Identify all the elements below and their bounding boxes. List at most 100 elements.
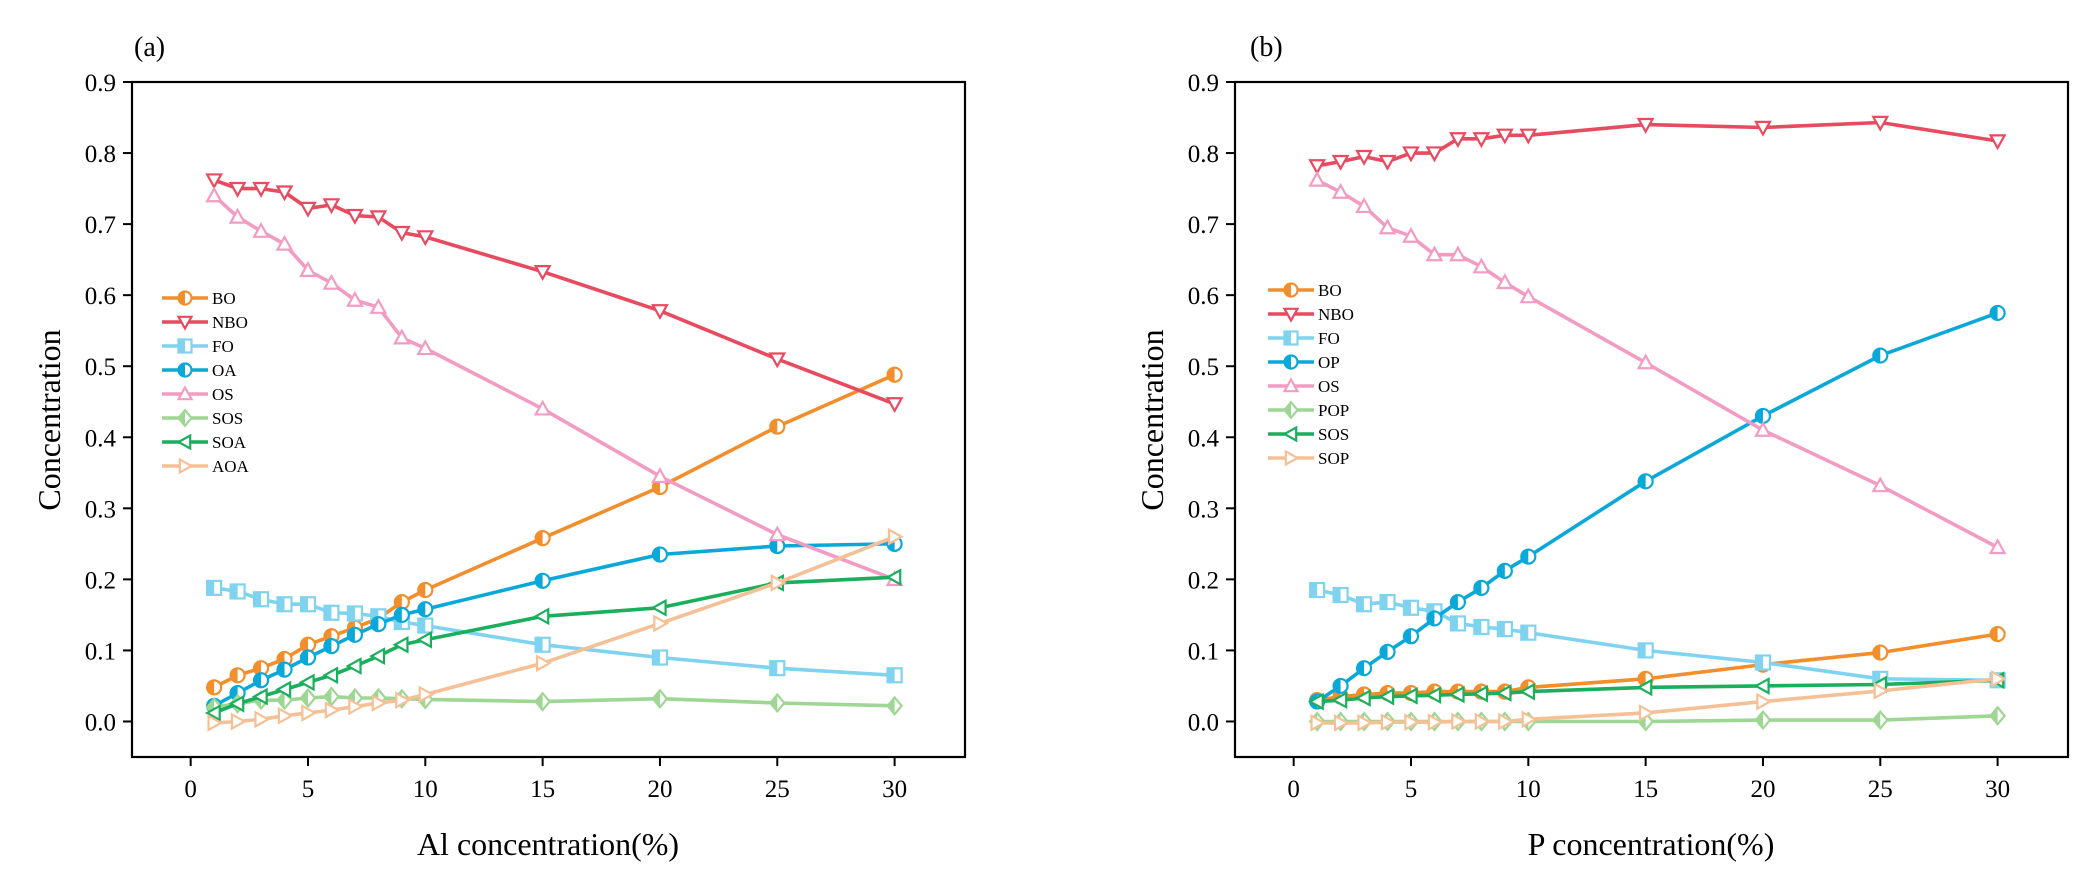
series-op-b [1309,304,2006,710]
data-point-os-a [651,467,669,484]
data-point-aoa-a [301,704,318,722]
data-point-soa-a [322,666,339,685]
data-point-sop-b [1498,712,1515,731]
x-tick-label-b: 25 [1868,776,1893,803]
data-point-nbo-a [322,198,341,215]
data-point-bo-b [1989,625,2006,643]
y-tick-label-b: 0.5 [1188,354,1219,381]
x-tick-label-b: 5 [1405,776,1418,803]
x-tick-label-b: 10 [1516,776,1541,803]
legend-item-soa-a: SOA [162,433,247,452]
legend-marker-pop-b [1283,400,1299,420]
y-tick-label-b: 0.6 [1188,283,1219,310]
data-point-bo-b [1872,644,1889,661]
data-point-sos-b [1354,689,1371,707]
x-axis-label-a: Al concentration(%) [417,826,679,862]
data-point-sop-b [1380,713,1397,732]
y-tick-label-b: 0.9 [1188,70,1219,97]
data-point-soa-a [885,568,902,587]
data-point-fo-b [1520,624,1537,641]
data-point-nbo-a [252,181,270,198]
data-point-oa-a [252,672,270,689]
data-point-nbo-a [346,208,364,225]
legend-label-b: NBO [1318,305,1354,324]
legend-marker-sos-a [177,408,193,428]
legend-item-sos-a: SOS [162,408,243,428]
data-point-aoa-a [887,527,904,546]
legend-label-a: AOA [212,457,250,476]
data-point-aoa-a [770,574,787,592]
y-tick-label-a: 0.4 [85,425,117,452]
data-point-sos-b [1307,692,1324,711]
data-point-os-b [1402,226,1420,243]
data-point-os-b [1988,538,2007,555]
data-point-oa-a [417,601,434,618]
data-point-fo-b [1309,581,1326,599]
data-point-oa-a [276,661,293,678]
data-point-sos-b [1495,684,1512,702]
data-point-nbo-b [1988,134,2007,151]
data-point-nbo-b [1355,149,1373,166]
data-point-os-b [1871,476,1890,493]
x-tick-label-a: 15 [530,776,555,803]
data-point-fo-a [299,596,317,613]
data-point-soa-a [228,694,245,713]
legend-label-a: SOA [212,433,247,452]
data-point-sos-b [1425,686,1442,705]
data-point-os-a [346,290,364,307]
data-point-soa-a [251,687,268,706]
data-point-os-b [1472,257,1491,274]
data-point-sop-b [1990,669,2007,688]
data-point-soa-a [345,657,362,675]
y-tick-label-a: 0.0 [85,709,116,736]
y-tick-label-b: 0.2 [1188,567,1219,594]
data-point-bo-a [769,418,786,435]
data-point-os-a [768,525,787,542]
y-tick-label-a: 0.3 [85,496,116,523]
data-point-os-a [416,339,435,356]
y-tick-label-b: 0.1 [1188,638,1219,665]
data-point-fo-b [1449,615,1467,632]
x-tick-label-a: 30 [882,776,907,803]
data-point-aoa-a [348,697,365,716]
data-point-fo-b [1379,594,1396,611]
x-axis-label-b: P concentration(%) [1528,826,1775,862]
data-point-oa-a [769,537,786,555]
data-point-fo-b [1637,642,1654,659]
legend-marker-sos-b [1282,425,1298,443]
data-point-fo-a [206,579,223,596]
data-point-fo-a [323,604,340,621]
legend-label-b: SOP [1318,449,1349,468]
data-point-os-a [369,297,388,314]
data-point-op-b [1449,594,1467,611]
data-point-nbo-b [1378,154,1397,171]
data-point-aoa-a [371,694,388,712]
data-point-soa-a [392,635,409,654]
data-point-nbo-a [651,304,669,321]
legend-marker-os-a [176,385,194,401]
data-point-sos-b [1519,682,1536,701]
data-point-sos-a [299,687,317,709]
legend-label-b: OS [1318,377,1340,396]
data-point-fo-b [1332,586,1349,604]
data-point-nbo-b [1636,117,1655,134]
data-point-fo-b [1754,654,1772,671]
legend-label-b: POP [1318,401,1349,420]
data-point-nbo-b [1754,120,1772,137]
data-point-sos-b [1331,691,1348,710]
data-point-op-b [1379,643,1396,660]
data-point-nbo-a [416,230,435,247]
data-point-os-a [392,328,411,345]
legend-item-pop-b: POP [1268,400,1349,420]
panel-b: (b) 0.0 0.1 0.2 0.3 0.4 0.5 0.6 0.7 0.8 0.9 0 5 10 15 2… [1134,32,2070,862]
data-point-os-b [1519,287,1538,304]
legend-b: BO NBO FO OP OS POP SOS SOP [1268,281,1354,468]
y-tick-label-a: 0.7 [85,212,116,239]
data-point-nbo-a [299,201,317,218]
data-point-bo-a [886,366,903,383]
legend-marker-bo-a [177,290,193,306]
legend-marker-nbo-b [1282,307,1300,323]
data-point-sop-b [1756,692,1773,711]
legend-item-os-b: OS [1268,377,1340,396]
